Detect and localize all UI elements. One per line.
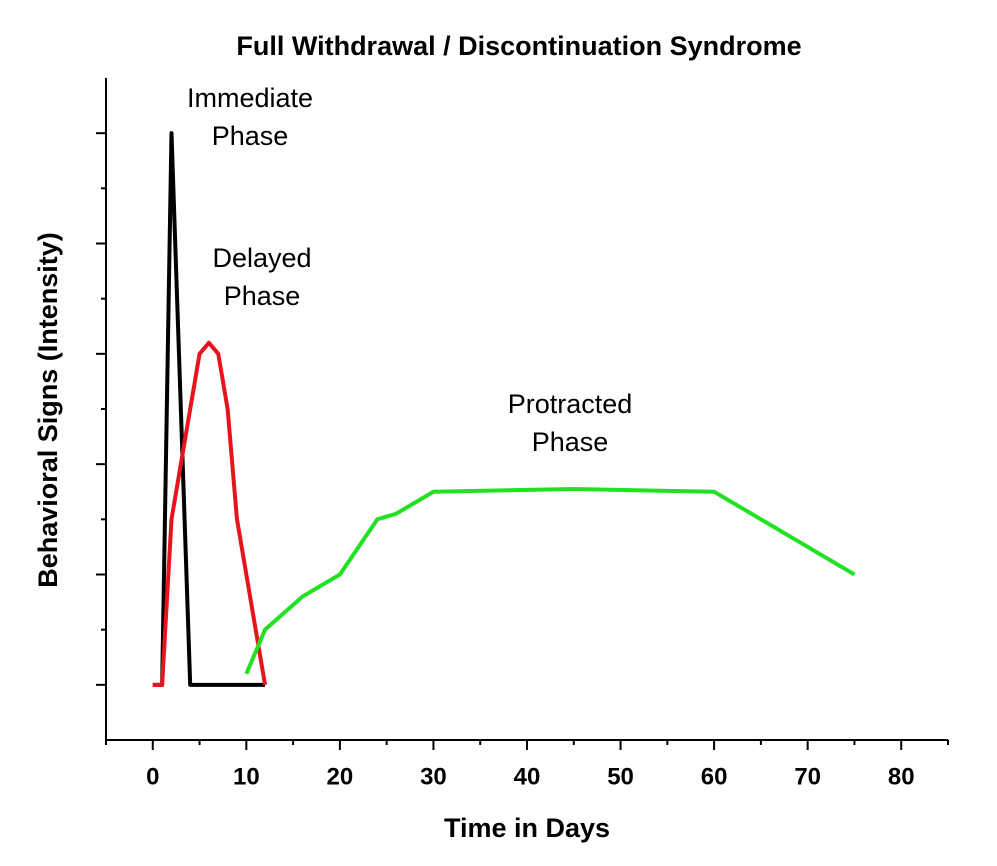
annotation: Immediate [187,83,313,113]
x-tick-label: 50 [607,763,634,790]
x-tick-label: 60 [701,763,728,790]
x-tick-label: 0 [146,763,159,790]
annotation: Protracted [508,389,633,419]
x-axis-label: Time in Days [444,813,610,843]
y-axis-label: Behavioral Signs (Intensity) [33,232,63,588]
x-tick-label: 20 [327,763,354,790]
x-tick-label: 30 [420,763,447,790]
series-line [152,340,268,687]
annotation: Phase [212,121,289,151]
annotation: Phase [224,281,301,311]
series-line [244,486,856,675]
x-tick-label: 40 [514,763,541,790]
annotation: Phase [532,427,609,457]
annotation: Delayed [212,243,311,273]
series-line [152,131,266,687]
x-tick-label: 80 [888,763,915,790]
x-tick-label: 10 [233,763,260,790]
x-tick-label: 70 [794,763,821,790]
chart-title: Full Withdrawal / Discontinuation Syndro… [236,31,801,61]
